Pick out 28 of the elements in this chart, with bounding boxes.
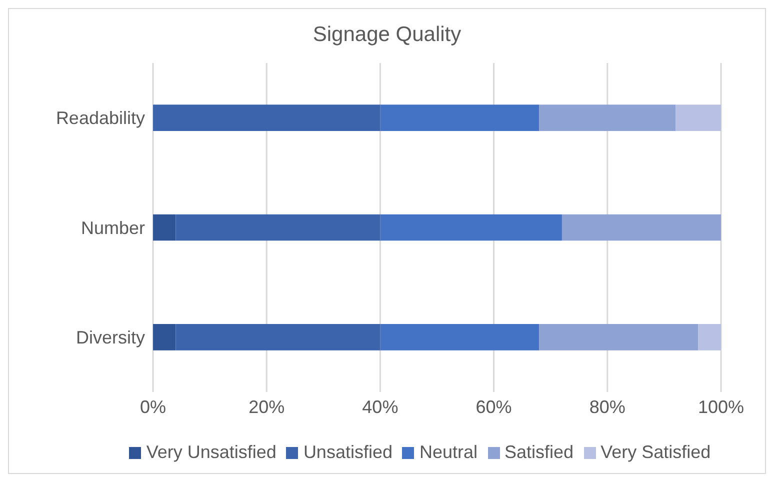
bar (698, 324, 721, 350)
legend-label: Neutral (418, 442, 478, 463)
bar (153, 324, 176, 350)
legend-label: Satisfied (504, 442, 574, 463)
bar (539, 104, 676, 131)
chart-title: Signage Quality (312, 23, 462, 48)
bar (380, 324, 540, 350)
y-tick-label: Diversity (76, 328, 145, 348)
x-tick-label: 80% (589, 396, 626, 417)
bar (176, 214, 380, 241)
x-tick-label: 40% (362, 396, 398, 417)
x-tick-label: 20% (248, 396, 285, 417)
bar (562, 214, 721, 241)
bar (676, 104, 721, 131)
bar (539, 324, 698, 350)
legend-label: Unsatisfied (302, 442, 392, 463)
bar (380, 214, 562, 241)
bar (176, 324, 380, 350)
bar (380, 104, 540, 131)
x-tick-label: 0% (140, 396, 166, 417)
legend-label: Very Satisfied (600, 442, 711, 463)
bar (153, 104, 380, 131)
legend-label: Very Unsatisfied (145, 442, 276, 463)
y-tick-label: Readability (56, 108, 145, 128)
x-tick-label: 60% (476, 396, 512, 417)
bar (153, 214, 176, 241)
y-tick-label: Number (80, 218, 145, 238)
x-tick-label: 100% (698, 396, 744, 417)
